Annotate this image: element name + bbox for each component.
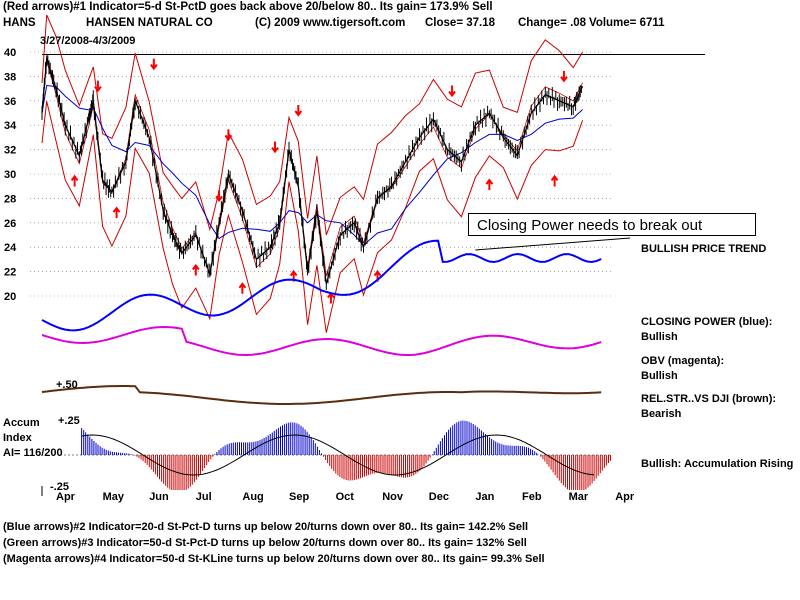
rel-strength-line bbox=[41, 385, 602, 405]
ticker-symbol: HANS bbox=[3, 17, 36, 29]
header-line1: (Red arrows)#1 Indicator=5-d St-PctD goe… bbox=[3, 1, 493, 13]
month-label: Jan bbox=[475, 491, 494, 503]
date-range: 3/27/2008-4/3/2009 bbox=[40, 35, 136, 47]
sell-arrow bbox=[294, 105, 303, 117]
month-label: Dec bbox=[429, 491, 449, 503]
company-name: HANSEN NATURAL CO bbox=[86, 17, 213, 29]
month-label: Feb bbox=[522, 491, 542, 503]
y-tick-label: 26 bbox=[4, 218, 16, 230]
buy-arrow bbox=[112, 206, 121, 219]
y-tick-label: 22 bbox=[4, 267, 16, 279]
closing-power-line bbox=[41, 239, 602, 332]
rel-strength-label: REL.STR..VS DJI (brown): bbox=[641, 393, 777, 405]
sell-arrow bbox=[560, 70, 568, 83]
y-tick-label: 38 bbox=[4, 71, 16, 83]
month-label: Sep bbox=[289, 491, 309, 503]
y-tick-label: 36 bbox=[4, 96, 16, 108]
copyright: (C) 2009 www.tigersoft.com bbox=[255, 17, 406, 29]
volume-value: Volume= 6711 bbox=[589, 17, 665, 29]
rel-strength-value: Bearish bbox=[641, 408, 682, 420]
footer-line1: (Blue arrows)#2 Indicator=20-d St-Pct-D … bbox=[3, 521, 529, 533]
obv-value: Bullish bbox=[641, 370, 678, 382]
price-line bbox=[41, 57, 584, 284]
sell-arrow bbox=[94, 80, 102, 93]
upper-band bbox=[41, 14, 584, 236]
change-value: Change= .08 bbox=[518, 17, 587, 29]
month-label: May bbox=[103, 491, 125, 503]
accum-title: Accum bbox=[3, 417, 40, 429]
y-tick-label: 40 bbox=[4, 47, 16, 59]
accum-note: Bullish: Accumulation Rising bbox=[641, 458, 794, 470]
month-label: Aug bbox=[242, 491, 263, 503]
trend-note: BULLISH PRICE TREND bbox=[641, 243, 767, 255]
sell-arrow bbox=[271, 141, 279, 154]
sell-arrow bbox=[150, 58, 158, 71]
lower-band bbox=[41, 101, 584, 333]
accum-top-tick: +.25 bbox=[58, 415, 80, 427]
obv-line bbox=[41, 325, 602, 357]
closing-power-label: CLOSING POWER (blue): bbox=[641, 316, 773, 328]
sell-arrow bbox=[448, 85, 456, 98]
footer-line2: (Green arrows)#3 Indicator=50-d St-Pct-D… bbox=[3, 537, 527, 549]
month-label: Nov bbox=[382, 491, 404, 503]
buy-arrow bbox=[550, 174, 559, 187]
accum-ai: AI= 116/200 bbox=[3, 447, 63, 459]
cp-trendline bbox=[475, 237, 631, 251]
closing-power-callout: Closing Power needs to break out bbox=[468, 213, 756, 236]
y-tick-label: 32 bbox=[4, 145, 16, 157]
month-label: Jun bbox=[149, 491, 169, 503]
y-tick-label: 24 bbox=[4, 242, 17, 254]
blue-ma bbox=[41, 84, 583, 246]
rs-tick: +.50 bbox=[56, 379, 78, 391]
buy-arrow bbox=[70, 174, 79, 187]
footer-line3: (Magenta arrows)#4 Indicator=50-d St-KLi… bbox=[3, 553, 545, 565]
accum-subtitle: Index bbox=[3, 432, 32, 444]
close-value: Close= 37.18 bbox=[425, 17, 496, 29]
accum-ma bbox=[81, 434, 595, 476]
sell-arrow bbox=[215, 190, 223, 203]
month-label: Jul bbox=[196, 491, 212, 503]
month-label: Oct bbox=[336, 491, 355, 503]
obv-label: OBV (magenta): bbox=[641, 355, 725, 367]
month-label: Apr bbox=[615, 491, 635, 503]
buy-arrow bbox=[485, 178, 494, 191]
accum-bottom-tick: -.25 bbox=[50, 481, 69, 493]
month-label: Mar bbox=[569, 491, 589, 503]
buy-arrow bbox=[238, 282, 247, 294]
sell-arrow bbox=[224, 129, 233, 142]
y-tick-label: 34 bbox=[4, 120, 17, 132]
closing-power-value: Bullish bbox=[641, 331, 678, 343]
y-tick-label: 30 bbox=[4, 169, 16, 181]
y-tick-label: 20 bbox=[4, 291, 16, 303]
buy-arrow bbox=[191, 263, 200, 276]
month-label: Apr bbox=[56, 491, 76, 503]
y-tick-label: 28 bbox=[4, 193, 16, 205]
